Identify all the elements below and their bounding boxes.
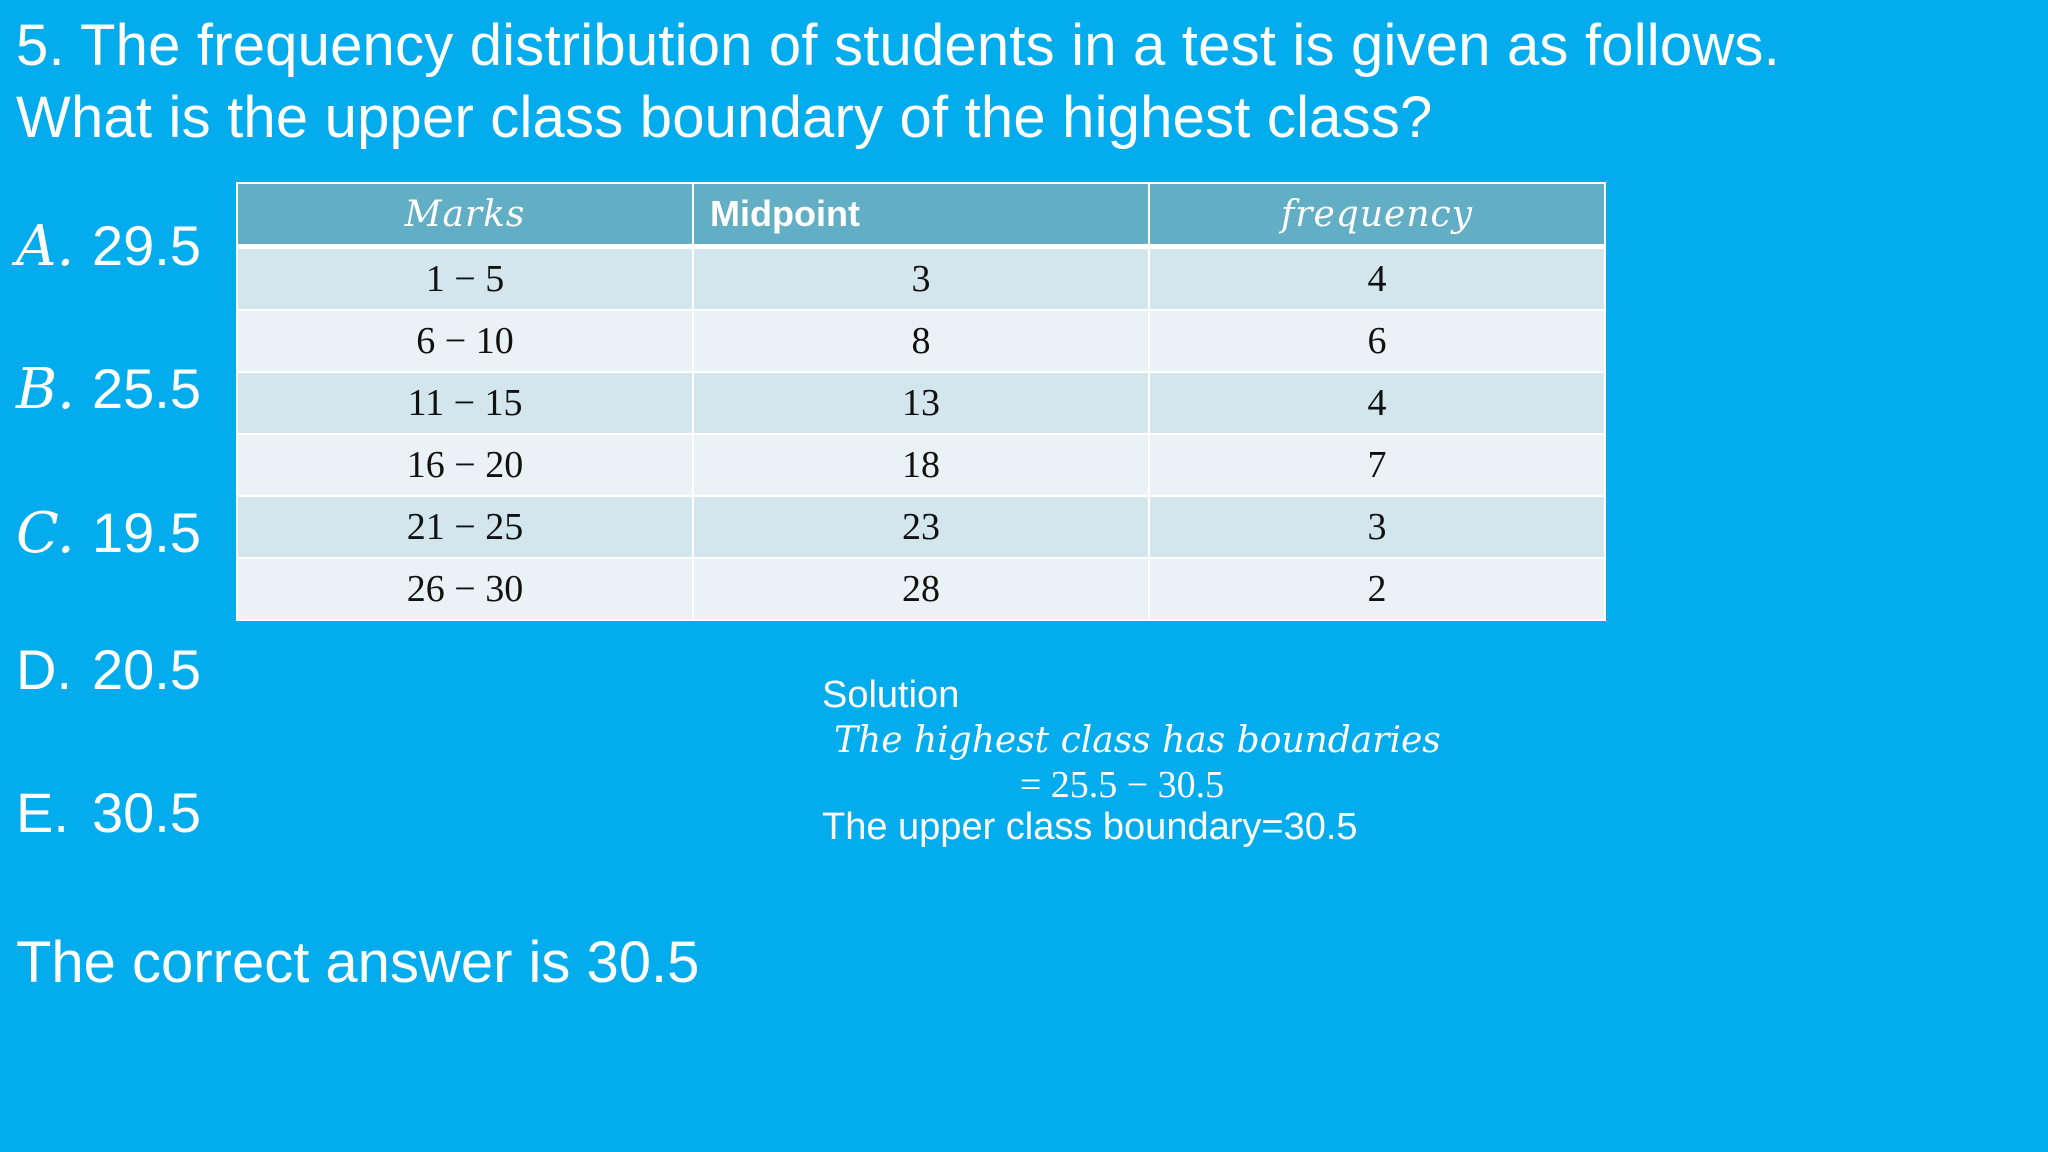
option-b-letter: B. — [16, 357, 75, 422]
cell-marks: 11 − 15 — [236, 371, 694, 435]
solution-line-3: The upper class boundary=30.5 — [822, 806, 1358, 848]
cell-marks: 21 − 25 — [236, 495, 694, 559]
table-header-row: Marks Midpoint frequency — [236, 182, 1606, 249]
option-e-value: 30.5 — [92, 781, 201, 844]
option-c-letter: C. — [16, 501, 75, 566]
cell-frequency: 4 — [1148, 371, 1606, 435]
solution-block: Solution The highest class has boundarie… — [822, 672, 1522, 850]
option-a-value: 29.5 — [92, 214, 201, 277]
cell-marks: 26 − 30 — [236, 557, 694, 621]
cell-frequency: 4 — [1148, 245, 1606, 311]
cell-midpoint: 3 — [692, 245, 1150, 311]
frequency-table: Marks Midpoint frequency 1 − 5 3 4 6 − 1… — [236, 182, 1606, 621]
question-line-2: What is the upper class boundary of the … — [16, 85, 1433, 150]
table-row: 16 − 20 18 7 — [236, 433, 1606, 497]
cell-frequency: 6 — [1148, 309, 1606, 373]
option-d-letter: D. — [16, 638, 72, 701]
cell-frequency: 7 — [1148, 433, 1606, 497]
option-b: B. 25.5 — [16, 357, 201, 422]
option-b-value: 25.5 — [92, 357, 201, 420]
header-frequency: frequency — [1148, 182, 1606, 249]
option-c: C. 19.5 — [16, 501, 201, 566]
solution-line-2: = 25.5 − 30.5 — [1019, 764, 1225, 806]
cell-midpoint: 8 — [692, 309, 1150, 373]
table-row: 1 − 5 3 4 — [236, 245, 1606, 311]
option-a-letter: A. — [16, 214, 75, 279]
option-d-value: 20.5 — [92, 638, 201, 701]
cell-marks: 16 − 20 — [236, 433, 694, 497]
cell-frequency: 3 — [1148, 495, 1606, 559]
header-marks: Marks — [236, 182, 694, 249]
cell-marks: 6 − 10 — [236, 309, 694, 373]
table-row: 6 − 10 8 6 — [236, 309, 1606, 373]
table-row: 26 − 30 28 2 — [236, 557, 1606, 621]
cell-midpoint: 18 — [692, 433, 1150, 497]
table-row: 11 − 15 13 4 — [236, 371, 1606, 435]
option-e: E. 30.5 — [16, 781, 201, 845]
table-row: 21 − 25 23 3 — [236, 495, 1606, 559]
solution-heading: Solution — [822, 674, 960, 716]
cell-midpoint: 23 — [692, 495, 1150, 559]
option-d: D. 20.5 — [16, 638, 201, 702]
option-a: A. 29.5 — [16, 214, 201, 279]
question-text: 5. The frequency distribution of student… — [16, 10, 1996, 154]
question-line-1: 5. The frequency distribution of student… — [16, 13, 1780, 78]
header-midpoint: Midpoint — [692, 182, 1150, 249]
cell-marks: 1 − 5 — [236, 245, 694, 311]
correct-answer-text: The correct answer is 30.5 — [16, 930, 700, 995]
option-e-letter: E. — [16, 781, 69, 844]
solution-line-1: The highest class has boundaries — [834, 720, 1441, 761]
cell-midpoint: 13 — [692, 371, 1150, 435]
cell-midpoint: 28 — [692, 557, 1150, 621]
option-c-value: 19.5 — [92, 501, 201, 564]
cell-frequency: 2 — [1148, 557, 1606, 621]
